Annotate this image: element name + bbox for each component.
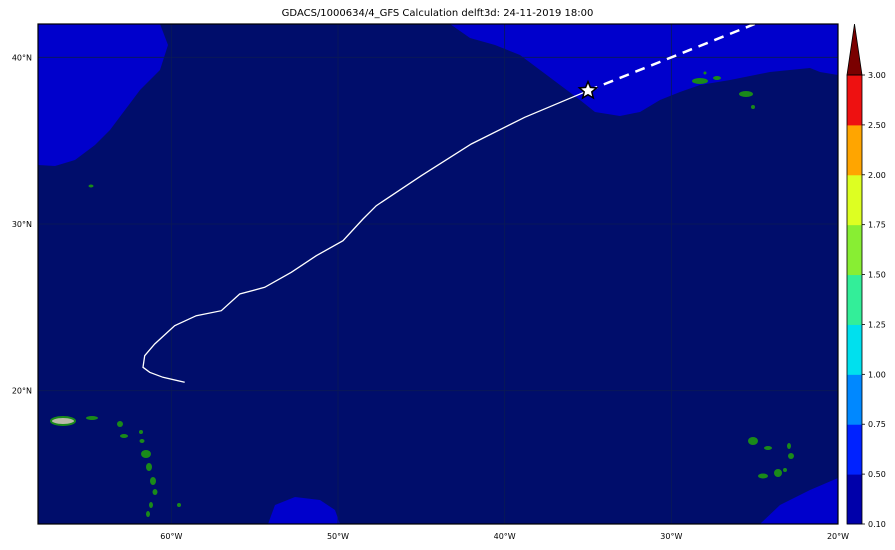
island-puerto-rico [50, 416, 76, 426]
colorbar: 0.10 0.50 0.75 1.00 1.25 1.50 1.75 2.00 2.50 3.00 [846, 23, 886, 529]
lon-tick-label: 50°W [327, 532, 349, 541]
lat-tick-label: 20°N [12, 387, 32, 396]
colorbar-tick-label: 0.10 [868, 520, 886, 529]
colorbar-segment [847, 224, 862, 276]
lon-tick-label: 20°W [827, 532, 849, 541]
islands [50, 71, 794, 517]
colorbar-tick-label: 2.50 [868, 121, 886, 130]
lon-tick-label: 40°W [494, 532, 516, 541]
island-azores-5 [751, 105, 755, 109]
track-forecast-line[interactable] [587, 24, 756, 92]
island-virgin [86, 416, 98, 420]
colorbar-tick-label: 3.00 [868, 71, 886, 80]
shallow-region-northwest [38, 24, 168, 166]
island-leeward-4 [139, 439, 145, 443]
island-cape-verde-3 [787, 443, 791, 449]
island-windward-3 [150, 477, 156, 485]
island-cape-verde-7 [783, 468, 787, 472]
shallow-region-southeast [760, 478, 838, 524]
lon-tick-label: 60°W [160, 532, 182, 541]
lat-tick-label: 40°N [12, 53, 32, 62]
map-frame [37, 23, 839, 525]
shallow-region-north [450, 24, 838, 116]
shallow-water-regions [38, 24, 838, 524]
storm-track[interactable] [142, 24, 756, 383]
colorbar-tick-label: 1.50 [868, 271, 886, 280]
lat-tick-label: 30°N [12, 220, 32, 229]
colorbar-segment [847, 324, 862, 375]
lon-tick-label: 30°W [660, 532, 682, 541]
island-bermuda [88, 184, 94, 188]
island-azores-1 [692, 78, 708, 84]
island-azores-3 [703, 71, 707, 75]
colorbar-tick-label: 2.00 [868, 171, 886, 180]
star-icon[interactable] [577, 79, 599, 100]
map-panel[interactable] [38, 24, 838, 524]
colorbar-tick-label: 1.00 [868, 370, 886, 379]
colorbar-segment [847, 174, 862, 226]
island-windward-1 [141, 450, 151, 458]
island-azores-4 [739, 91, 753, 97]
colorbar-segment [847, 75, 862, 126]
island-cape-verde-4 [788, 453, 794, 459]
track-past-line[interactable] [142, 90, 589, 383]
island-leeward-1 [117, 421, 123, 427]
island-leeward-3 [139, 430, 143, 434]
shallow-region-south [268, 497, 340, 524]
island-cape-verde-1 [748, 437, 758, 445]
island-windward-4 [152, 489, 158, 495]
island-cape-verde-5 [758, 473, 768, 479]
colorbar-tick-label: 0.50 [868, 470, 886, 479]
graticule-lines [38, 24, 838, 524]
map-title: GDACS/1000634/4_GFS Calculation delft3d:… [281, 8, 594, 19]
colorbar-segment [847, 474, 862, 525]
colorbar-segment [847, 124, 862, 176]
island-windward-2 [146, 463, 152, 471]
island-windward-5 [149, 502, 153, 508]
colorbar-tick-label: 1.25 [868, 320, 886, 329]
colorbar-frame [846, 74, 863, 525]
island-cape-verde-2 [764, 446, 772, 450]
island-windward-6 [146, 511, 150, 517]
ocean-background [38, 24, 838, 524]
latitude-axis: 40°N 30°N 20°N [12, 53, 32, 395]
colorbar-tick-label: 1.75 [868, 221, 886, 230]
island-leeward-2 [120, 434, 128, 438]
longitude-axis: 60°W 50°W 40°W 30°W 20°W [160, 532, 849, 541]
colorbar-segment [847, 274, 862, 325]
colorbar-extend-arrow [846, 23, 863, 76]
shallow-region-corner [38, 24, 55, 40]
island-azores-2 [713, 76, 721, 80]
colorbar-segment [847, 374, 862, 425]
island-barbados [177, 503, 181, 507]
colorbar-segment [847, 424, 862, 475]
island-cape-verde-6 [774, 469, 782, 477]
colorbar-tick-label: 0.75 [868, 420, 886, 429]
